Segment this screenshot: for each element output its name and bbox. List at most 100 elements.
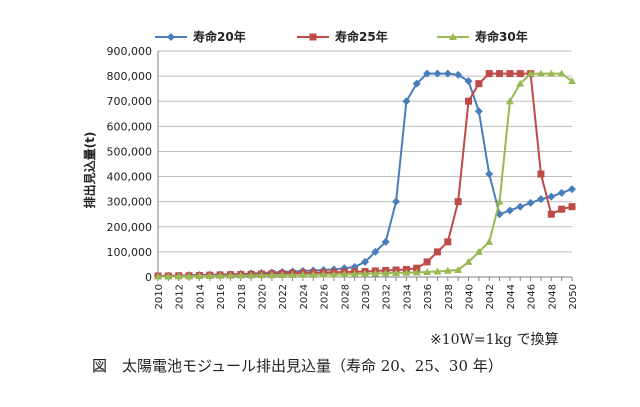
y-axis: 0 100,000 200,000 300,000 400,000 500,000 600,… <box>107 45 159 284</box>
x-tick-label: 2028 <box>340 284 351 309</box>
y-tick-label: 0 <box>145 271 152 284</box>
x-tick-label: 2022 <box>278 284 289 309</box>
data-point <box>423 69 432 78</box>
data-point <box>226 271 235 279</box>
y-tick-label: 500,000 <box>107 145 153 158</box>
data-point <box>536 195 545 204</box>
data-point <box>547 192 556 201</box>
data-point <box>371 269 380 277</box>
x-tick-label: 2036 <box>423 284 434 309</box>
data-point <box>278 270 287 278</box>
data-point <box>443 69 452 78</box>
data-point <box>402 268 411 276</box>
data-point <box>381 269 390 277</box>
data-point <box>474 107 483 116</box>
data-point <box>257 271 266 279</box>
data-point <box>464 77 473 86</box>
data-point <box>167 33 175 41</box>
data-point <box>485 170 494 179</box>
data-point <box>454 70 463 79</box>
data-point <box>475 80 483 88</box>
data-point <box>505 97 514 105</box>
x-tick-label: 2012 <box>175 284 186 309</box>
data-point <box>361 257 369 266</box>
y-tick-label: 200,000 <box>107 221 153 234</box>
data-point <box>465 97 472 105</box>
legend-item: 寿命30年 <box>437 29 528 44</box>
data-point <box>464 257 473 265</box>
data-point <box>412 79 421 88</box>
data-point <box>505 206 514 215</box>
y-tick-label: 900,000 <box>107 45 153 58</box>
y-axis-label: 排出見込量(t) <box>82 132 97 209</box>
data-point <box>454 265 463 273</box>
data-point <box>449 33 457 40</box>
x-axis: 2010 2012 2014 2016 2018 2020 2022 2024 2026 2028… <box>154 276 579 309</box>
legend-item: 寿命20年 <box>155 29 246 44</box>
plot-area <box>154 69 576 280</box>
data-point <box>174 272 183 280</box>
data-point <box>547 69 556 77</box>
data-point <box>454 198 462 206</box>
data-point <box>185 272 194 280</box>
data-point <box>557 69 566 77</box>
legend-label: 寿命30年 <box>475 29 528 44</box>
data-point <box>558 205 566 213</box>
data-point <box>247 271 256 279</box>
x-tick-label: 2038 <box>444 284 455 309</box>
data-point <box>568 185 576 194</box>
figure-caption: 図 太陽電池モジュール排出見込量（寿命 20、25、30 年） <box>92 357 503 375</box>
data-point <box>557 188 566 197</box>
legend-item: 寿命25年 <box>297 29 388 44</box>
y-tick-label: 400,000 <box>107 171 153 184</box>
x-tick-label: 2034 <box>402 284 413 309</box>
x-tick-label: 2050 <box>568 284 579 309</box>
legend-label: 寿命20年 <box>193 29 246 44</box>
x-tick-label: 2018 <box>237 284 248 309</box>
data-point <box>164 272 173 280</box>
data-point <box>433 69 442 78</box>
x-tick-label: 2048 <box>547 284 558 309</box>
chart-gridlines <box>158 50 572 278</box>
x-tick-label: 2042 <box>485 284 496 309</box>
data-point <box>361 269 369 277</box>
data-point <box>537 170 545 178</box>
y-tick-label: 700,000 <box>107 95 153 108</box>
data-point <box>392 197 401 206</box>
data-point <box>516 79 525 87</box>
data-point <box>392 268 401 276</box>
conversion-note: ※10W=1kg で換算 <box>430 332 559 348</box>
data-point <box>371 247 380 256</box>
data-point <box>568 203 576 211</box>
data-point <box>195 271 204 279</box>
data-point <box>474 247 483 255</box>
data-point <box>526 198 535 207</box>
x-tick-label: 2014 <box>195 284 206 309</box>
x-tick-label: 2046 <box>527 284 538 309</box>
data-point <box>340 270 349 278</box>
data-point <box>298 270 307 278</box>
data-point <box>568 77 576 85</box>
data-point <box>485 237 494 245</box>
data-point <box>433 248 441 256</box>
x-tick-label: 2016 <box>216 284 227 309</box>
x-tick-label: 2026 <box>320 284 331 309</box>
data-point <box>495 197 504 205</box>
data-point <box>536 69 545 77</box>
data-point <box>516 70 524 78</box>
series-3 <box>154 69 576 280</box>
data-point <box>216 271 225 279</box>
y-tick-label: 800,000 <box>107 70 153 83</box>
data-point <box>288 270 297 278</box>
data-point <box>309 33 317 41</box>
chart-legend: 寿命20年 寿命25年 寿命30年 <box>155 29 528 44</box>
y-tick-label: 100,000 <box>107 246 153 259</box>
data-point <box>433 267 442 275</box>
data-point <box>154 272 162 280</box>
x-tick-label: 2020 <box>258 284 269 309</box>
data-point <box>485 70 493 78</box>
legend-label: 寿命25年 <box>335 29 388 44</box>
data-point <box>506 70 514 78</box>
data-point <box>205 271 214 279</box>
